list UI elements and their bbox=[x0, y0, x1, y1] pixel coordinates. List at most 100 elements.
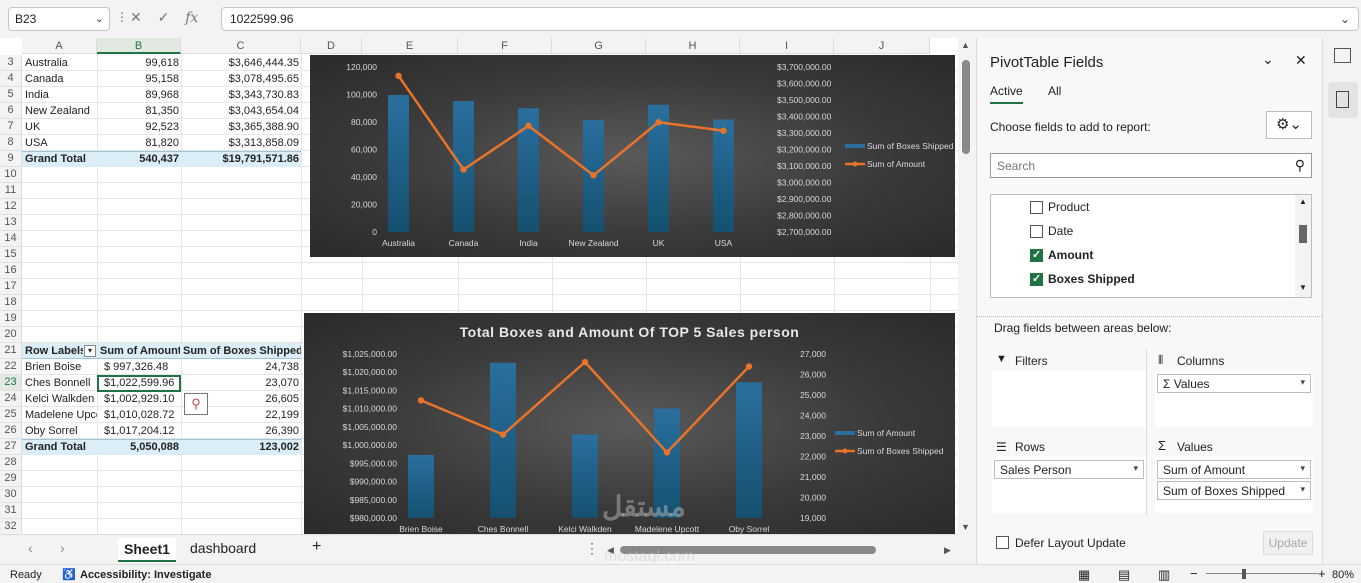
amount-cell[interactable]: $3,343,730.83 bbox=[228, 89, 299, 101]
tab-options-icon[interactable]: ⋮ bbox=[585, 540, 599, 556]
column-header[interactable]: J bbox=[834, 38, 930, 54]
row-header[interactable]: 13 bbox=[0, 215, 22, 231]
update-button[interactable]: Update bbox=[1263, 531, 1313, 555]
field-label[interactable]: Date bbox=[1048, 224, 1074, 238]
gear-icon[interactable]: ⚙⌄ bbox=[1266, 111, 1312, 139]
row-header[interactable]: 15 bbox=[0, 247, 22, 263]
panel-icon[interactable] bbox=[1334, 48, 1351, 63]
row-header[interactable]: 4 bbox=[0, 71, 22, 87]
row-header[interactable]: 22 bbox=[0, 359, 22, 375]
field-label[interactable]: Amount bbox=[1048, 248, 1094, 262]
tab-dashboard[interactable]: dashboard bbox=[190, 540, 257, 556]
field-label[interactable]: Product bbox=[1048, 200, 1090, 214]
rows-item[interactable]: Sales Person ▾ bbox=[994, 460, 1144, 479]
country-cell[interactable]: Australia bbox=[25, 57, 68, 69]
amount-cell[interactable]: $1,010,028.72 bbox=[104, 409, 175, 421]
tab-sheet1[interactable]: Sheet1 bbox=[118, 538, 176, 562]
boxes-cell[interactable]: 81,820 bbox=[145, 137, 179, 149]
boxes-cell[interactable]: 24,738 bbox=[265, 361, 299, 373]
field-checkbox[interactable] bbox=[1030, 272, 1043, 286]
scroll-left-icon[interactable]: ◀ bbox=[607, 545, 614, 555]
zoom-slider[interactable] bbox=[1206, 573, 1318, 574]
name-box[interactable]: B23 ⌄ bbox=[8, 7, 110, 31]
boxes-cell[interactable]: 95,158 bbox=[145, 73, 179, 85]
pivot-pane-button[interactable] bbox=[1328, 82, 1358, 118]
row-header[interactable]: 19 bbox=[0, 311, 22, 327]
column-header[interactable]: G bbox=[552, 38, 646, 54]
amount-cell[interactable]: $3,043,654.04 bbox=[228, 105, 299, 117]
accessibility-status[interactable]: Accessibility: Investigate bbox=[80, 569, 212, 581]
boxes-cell[interactable]: 23,070 bbox=[265, 377, 299, 389]
defer-checkbox[interactable] bbox=[996, 536, 1009, 549]
formula-input[interactable]: 1022599.96 ⌄ bbox=[221, 7, 1359, 31]
row-header[interactable]: 11 bbox=[0, 183, 22, 199]
row-header[interactable]: 7 bbox=[0, 119, 22, 135]
next-sheet-icon[interactable]: › bbox=[60, 540, 65, 556]
row-header[interactable]: 3 bbox=[0, 55, 22, 71]
enter-icon[interactable]: ✓ bbox=[157, 9, 170, 25]
close-icon[interactable]: ✕ bbox=[1295, 52, 1307, 68]
column-header[interactable]: I bbox=[740, 38, 834, 54]
amount-cell[interactable]: $3,078,495.65 bbox=[228, 73, 299, 85]
row-header[interactable]: 25 bbox=[0, 407, 22, 423]
row-header[interactable]: 12 bbox=[0, 199, 22, 215]
zoom-in-icon[interactable]: + bbox=[1318, 566, 1326, 581]
amount-cell[interactable]: $1,022,599.96 bbox=[104, 377, 175, 389]
row-header[interactable]: 18 bbox=[0, 295, 22, 311]
row-header[interactable]: 17 bbox=[0, 279, 22, 295]
add-sheet-button[interactable]: + bbox=[312, 538, 322, 555]
scroll-up-icon[interactable]: ▲ bbox=[1299, 197, 1307, 206]
row-header[interactable]: 20 bbox=[0, 327, 22, 343]
row-header[interactable]: 9 bbox=[0, 151, 22, 167]
field-checkbox[interactable] bbox=[1030, 248, 1043, 262]
scroll-thumb[interactable] bbox=[962, 60, 970, 154]
column-header[interactable]: E bbox=[362, 38, 458, 54]
zoom-out-icon[interactable]: − bbox=[1190, 566, 1198, 581]
chevron-down-icon[interactable]: ⌄ bbox=[94, 13, 104, 25]
tab-all[interactable]: All bbox=[1048, 84, 1062, 98]
zoom-slider-thumb[interactable] bbox=[1242, 569, 1246, 579]
filters-area[interactable] bbox=[992, 371, 1146, 427]
boxes-cell[interactable]: 81,350 bbox=[145, 105, 179, 117]
vertical-scrollbar[interactable]: ▲ ▼ bbox=[958, 38, 974, 534]
amount-cell[interactable]: $1,017,204.12 bbox=[104, 425, 175, 437]
row-header[interactable]: 26 bbox=[0, 423, 22, 439]
row-header[interactable]: 6 bbox=[0, 103, 22, 119]
column-header[interactable]: H bbox=[646, 38, 740, 54]
country-cell[interactable]: UK bbox=[25, 121, 41, 133]
expand-formula-icon[interactable]: ⌄ bbox=[1339, 12, 1350, 26]
zoom-level[interactable]: 80% bbox=[1332, 569, 1355, 581]
country-cell[interactable]: New Zealand bbox=[25, 105, 90, 117]
salesperson-cell[interactable]: Kelci Walkden bbox=[25, 393, 95, 405]
page-break-icon[interactable]: ▥ bbox=[1158, 567, 1171, 582]
boxes-cell[interactable]: 22,199 bbox=[265, 409, 299, 421]
pane-options-icon[interactable]: ⌄ bbox=[1262, 51, 1274, 67]
scroll-thumb[interactable] bbox=[1299, 225, 1307, 243]
row-header[interactable]: 28 bbox=[0, 455, 22, 471]
boxes-cell[interactable]: 92,523 bbox=[145, 121, 179, 133]
cancel-icon[interactable]: ✕ bbox=[130, 9, 142, 25]
filter-icon[interactable]: ▾ bbox=[84, 345, 96, 357]
salesperson-cell[interactable]: Ches Bonnell bbox=[25, 377, 91, 389]
scroll-up-icon[interactable]: ▲ bbox=[961, 40, 970, 50]
salesperson-chart[interactable]: Total Boxes and Amount Of TOP 5 Sales pe… bbox=[304, 313, 955, 534]
boxes-cell[interactable]: 26,390 bbox=[265, 425, 299, 437]
tab-active[interactable]: Active bbox=[990, 84, 1023, 104]
column-header[interactable]: C bbox=[181, 38, 301, 54]
row-header[interactable]: 5 bbox=[0, 87, 22, 103]
scroll-down-icon[interactable]: ▼ bbox=[1299, 283, 1307, 292]
horizontal-scroll-thumb[interactable] bbox=[620, 546, 876, 554]
amount-cell[interactable]: $3,365,388.90 bbox=[228, 121, 299, 133]
country-chart[interactable]: 0 20,000 40,000 60,000 80,000 100,000 120,000 $… bbox=[310, 55, 955, 257]
normal-view-icon[interactable]: ▦ bbox=[1078, 567, 1091, 582]
row-header[interactable]: 29 bbox=[0, 471, 22, 487]
row-header[interactable]: 30 bbox=[0, 487, 22, 503]
column-header[interactable]: A bbox=[22, 38, 97, 54]
row-header[interactable]: 23 bbox=[0, 375, 22, 391]
insert-function-icon[interactable]: fx bbox=[185, 10, 199, 26]
row-header[interactable]: 14 bbox=[0, 231, 22, 247]
row-header[interactable]: 27 bbox=[0, 439, 22, 455]
row-header[interactable]: 10 bbox=[0, 167, 22, 183]
country-cell[interactable]: India bbox=[25, 89, 49, 101]
